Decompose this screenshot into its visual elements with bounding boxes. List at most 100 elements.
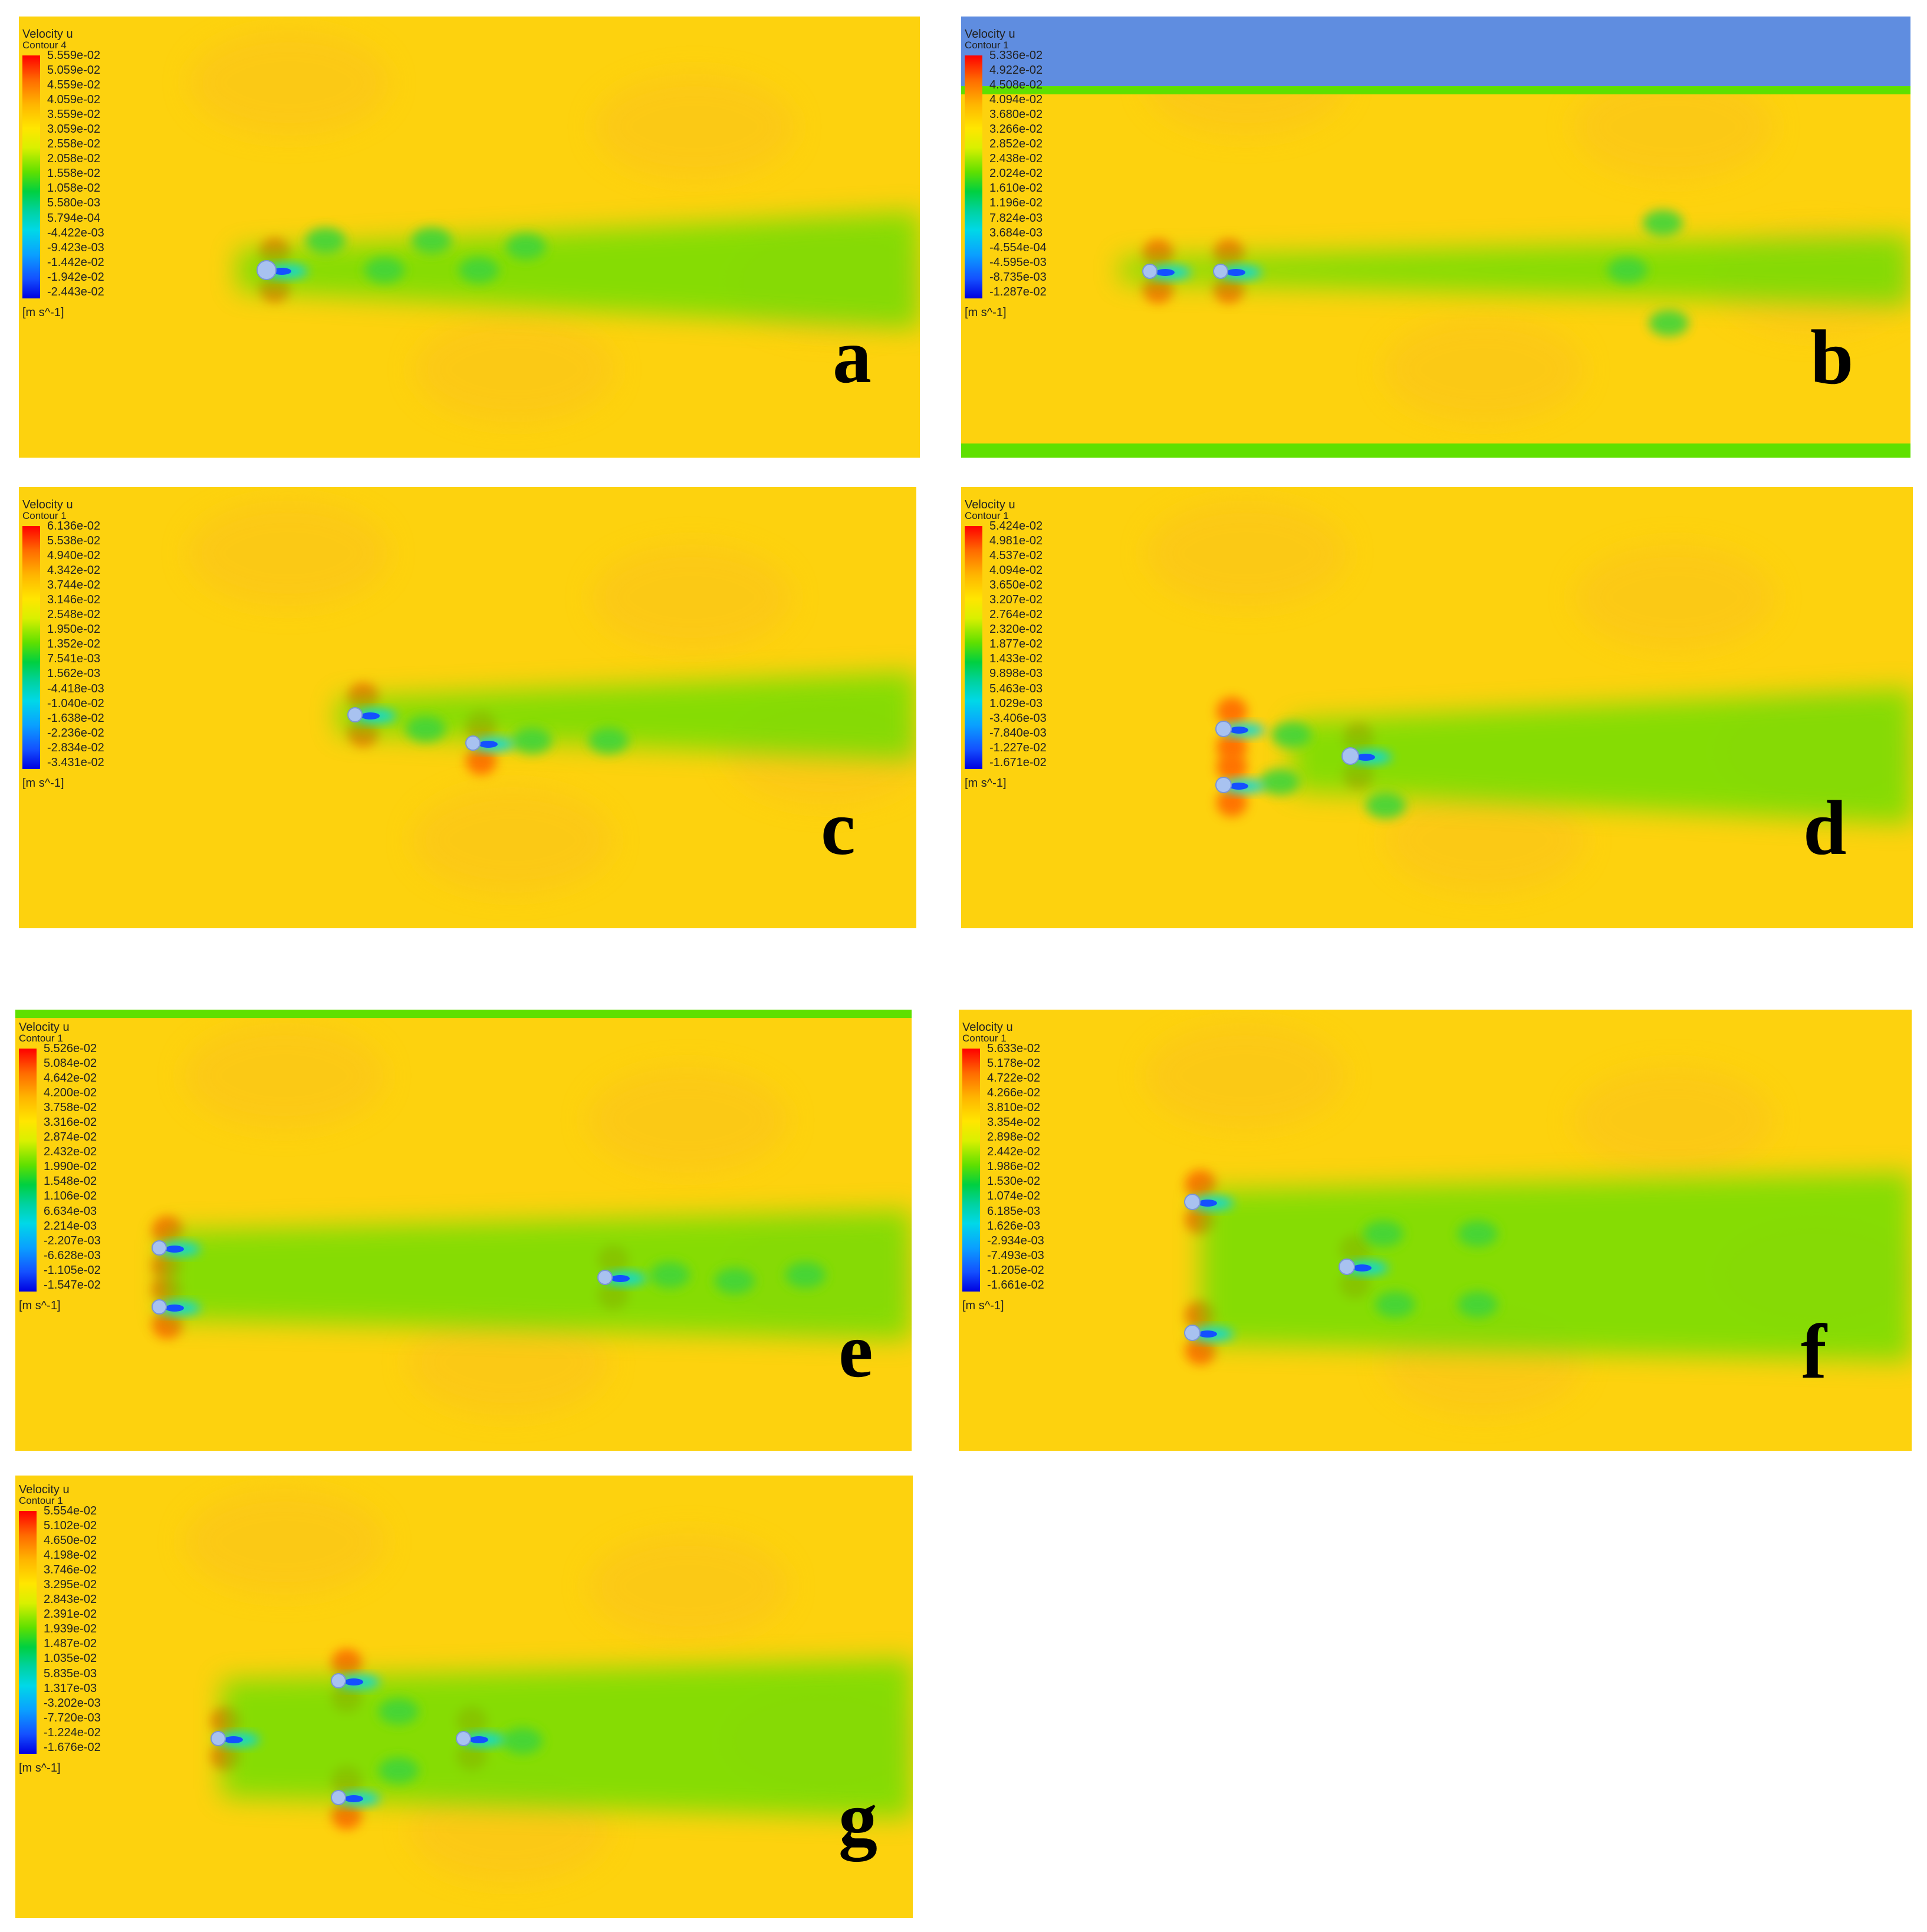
cylinder: [152, 1299, 167, 1315]
legend-tick-label: 3.059e-02: [47, 123, 101, 136]
legend-tick-label: -1.676e-02: [44, 1740, 101, 1754]
reverse-flow-core: [1229, 727, 1248, 734]
legend-tick-label: 4.940e-02: [47, 549, 101, 563]
reverse-flow-core: [1356, 754, 1375, 761]
panel-label: c: [821, 784, 856, 871]
reverse-flow-core: [224, 1736, 243, 1743]
velocity-patch: [408, 1309, 609, 1416]
cylinder: [257, 260, 277, 280]
color-legend: Velocity u Contour 1 5.526e-02 5.084e-02 4.6…: [19, 1021, 101, 1312]
legend-tick-label: 1.029e-03: [989, 696, 1043, 710]
velocity-contour-field: [15, 1010, 912, 1451]
legend-tick-label: 4.981e-02: [989, 534, 1043, 548]
legend-tick-label: 5.559e-02: [47, 49, 101, 62]
panel-label: d: [1803, 784, 1847, 871]
legend-tick-label: 1.196e-02: [989, 196, 1043, 210]
vortex: [1366, 793, 1406, 819]
legend-tick-label: 5.424e-02: [989, 520, 1043, 533]
legend-unit: [m s^-1]: [965, 777, 1007, 790]
legend-tick-label: 1.877e-02: [989, 638, 1043, 651]
vortex: [459, 257, 499, 283]
vortex: [1458, 1292, 1498, 1317]
legend-tick-label: 1.986e-02: [987, 1160, 1041, 1174]
legend-tick-label: 3.810e-02: [987, 1101, 1041, 1115]
reverse-flow-core: [1226, 269, 1245, 276]
legend-tick-label: 1.433e-02: [989, 652, 1043, 666]
legend-tick-label: -8.735e-03: [989, 270, 1047, 284]
vortex: [412, 228, 452, 254]
legend-title: Velocity u: [19, 1483, 70, 1496]
cylinder: [1213, 264, 1228, 279]
legend-tick-label: 3.316e-02: [44, 1116, 97, 1129]
velocity-patch: [1146, 500, 1347, 607]
reverse-flow-core: [165, 1246, 184, 1253]
velocity-contour-field: [19, 17, 920, 458]
legend-tick-label: 7.541e-03: [47, 652, 101, 666]
cylinder: [152, 1240, 167, 1256]
color-legend: Velocity u Contour 1 5.336e-02 4.922e-02 4.5…: [965, 28, 1047, 318]
legend-tick-label: 9.898e-03: [989, 667, 1043, 681]
legend-tick-label: -4.554e-04: [989, 241, 1047, 254]
vortex: [512, 728, 552, 754]
velocity-patch: [594, 74, 795, 180]
legend-tick-label: 1.626e-03: [987, 1219, 1041, 1233]
reverse-flow-core: [1198, 1330, 1217, 1338]
velocity-patch: [184, 1489, 385, 1595]
channel-wall-layer: [961, 17, 1910, 86]
vortex: [506, 234, 546, 259]
panel-e: Velocity u Contour 1 5.526e-02 5.084e-02 4.6…: [15, 1010, 912, 1451]
legend-tick-label: 3.744e-02: [47, 579, 101, 592]
legend-tick-label: 3.266e-02: [989, 123, 1043, 136]
legend-tick-label: 6.185e-03: [987, 1204, 1041, 1218]
wake-region: [1291, 688, 1913, 824]
vortex: [364, 257, 405, 283]
velocity-contour-field: [961, 17, 1910, 458]
legend-tick-label: 2.843e-02: [44, 1593, 97, 1606]
legend-subtitle: Contour 1: [19, 1495, 63, 1506]
legend-tick-label: 2.852e-02: [989, 137, 1043, 151]
legend-tick-label: -2.934e-03: [987, 1234, 1044, 1247]
legend-title: Velocity u: [22, 28, 73, 41]
panel-d: Velocity u Contour 1 5.424e-02 4.981e-02 4.5…: [961, 487, 1913, 928]
channel-wall-layer: [961, 443, 1910, 458]
legend-tick-label: 5.580e-03: [47, 196, 101, 210]
colorbar: [22, 526, 40, 769]
legend-tick-label: 2.548e-02: [47, 608, 101, 622]
velocity-patch: [414, 316, 615, 423]
velocity-patch: [188, 500, 389, 607]
legend-tick-label: -1.671e-02: [989, 755, 1047, 769]
legend-tick-label: 2.320e-02: [989, 623, 1043, 636]
reverse-flow-core: [344, 1795, 363, 1802]
legend-tick-label: -4.418e-03: [47, 682, 104, 695]
panel-b: Velocity u Contour 1 5.336e-02 4.922e-02 4.5…: [961, 17, 1910, 458]
cylinder: [1184, 1325, 1201, 1341]
panel-g: Velocity u Contour 1 5.554e-02 5.102e-02 4.6…: [15, 1476, 913, 1918]
legend-tick-label: 5.059e-02: [47, 64, 101, 77]
legend-tick-label: -4.595e-03: [989, 255, 1047, 269]
velocity-contour-field: [959, 1010, 1912, 1451]
legend-tick-label: 5.794e-04: [47, 211, 101, 225]
legend-tick-label: 4.094e-02: [989, 93, 1043, 107]
legend-tick-label: 5.336e-02: [989, 49, 1043, 62]
panel-f: Velocity u Contour 1 5.633e-02 5.178e-02 4.7…: [959, 1010, 1912, 1451]
legend-subtitle: Contour 1: [965, 510, 1009, 521]
colorbar: [19, 1511, 37, 1754]
legend-tick-label: 1.939e-02: [44, 1622, 97, 1636]
colorbar: [965, 526, 982, 769]
legend-subtitle: Contour 1: [962, 1033, 1007, 1044]
legend-tick-label: 5.102e-02: [44, 1519, 97, 1533]
legend-tick-label: 5.178e-02: [987, 1057, 1041, 1070]
legend-tick-label: 1.990e-02: [44, 1160, 97, 1174]
panel-label: g: [838, 1775, 877, 1862]
velocity-contour-field: [15, 1476, 913, 1918]
cylinder: [1184, 1194, 1201, 1210]
cylinder: [597, 1270, 613, 1285]
vortex: [1458, 1221, 1498, 1247]
reverse-flow-core: [611, 1275, 630, 1282]
legend-tick-label: 4.559e-02: [47, 78, 101, 92]
cylinder: [347, 707, 363, 722]
legend-tick-label: 4.342e-02: [47, 564, 101, 577]
legend-tick-label: -7.840e-03: [989, 726, 1047, 740]
legend-tick-label: 3.680e-02: [989, 108, 1043, 121]
legend-tick-label: 4.642e-02: [44, 1072, 97, 1085]
